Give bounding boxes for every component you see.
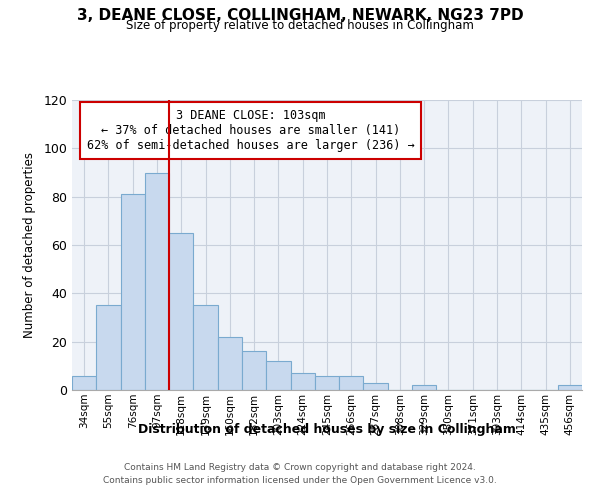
Bar [121,194,145,390]
Text: 3 DEANE CLOSE: 103sqm
← 37% of detached houses are smaller (141)
62% of semi-det: 3 DEANE CLOSE: 103sqm ← 37% of detached … [86,108,415,152]
Bar [193,306,218,390]
Bar [412,385,436,390]
Text: Size of property relative to detached houses in Collingham: Size of property relative to detached ho… [126,18,474,32]
Y-axis label: Number of detached properties: Number of detached properties [23,152,37,338]
Bar [218,337,242,390]
Text: Contains HM Land Registry data © Crown copyright and database right 2024.: Contains HM Land Registry data © Crown c… [124,464,476,472]
Bar [290,373,315,390]
Bar [145,172,169,390]
Bar [242,352,266,390]
Text: 3, DEANE CLOSE, COLLINGHAM, NEWARK, NG23 7PD: 3, DEANE CLOSE, COLLINGHAM, NEWARK, NG23… [77,8,523,22]
Bar [169,233,193,390]
Bar [96,306,121,390]
Bar [266,361,290,390]
Bar [315,376,339,390]
Bar [339,376,364,390]
Text: Distribution of detached houses by size in Collingham: Distribution of detached houses by size … [138,422,516,436]
Bar [558,385,582,390]
Bar [72,376,96,390]
Bar [364,383,388,390]
Text: Contains public sector information licensed under the Open Government Licence v3: Contains public sector information licen… [103,476,497,485]
